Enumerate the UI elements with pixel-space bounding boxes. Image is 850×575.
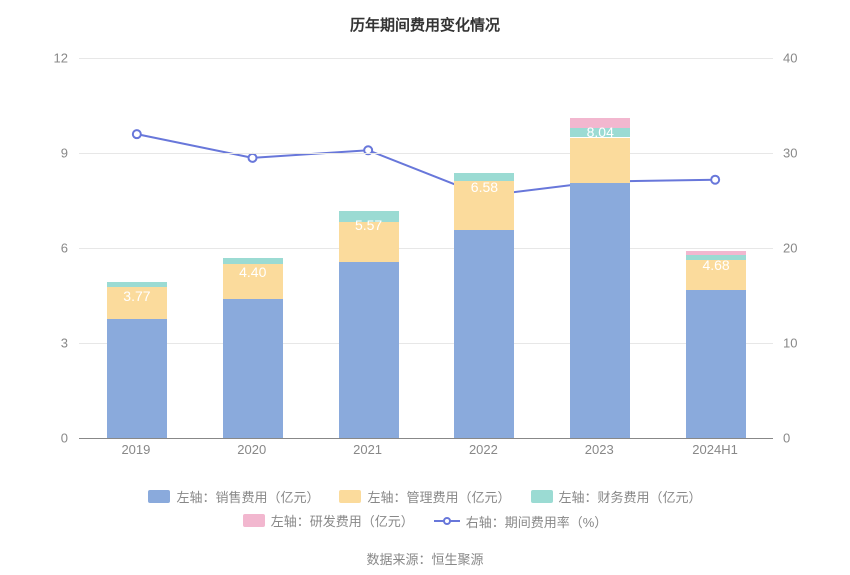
bar-segment-finance [107, 282, 167, 287]
bar-value-label: 6.58 [454, 179, 514, 252]
x-tick: 2024H1 [665, 442, 765, 457]
gridline [79, 343, 773, 344]
x-tick: 2020 [202, 442, 302, 457]
legend-item-rate[interactable]: 右轴：期间费用率（%） [434, 512, 608, 531]
bar-segment-sales [339, 262, 399, 438]
bar-group: 6.58 [454, 173, 514, 438]
bar-value-label: 4.40 [223, 264, 283, 321]
y-right-tick: 20 [783, 241, 843, 256]
y-left-tick: 12 [8, 51, 68, 66]
y-right-tick: 0 [783, 431, 843, 446]
bar-value-label: 8.04 [570, 124, 630, 205]
bar-value-label: 3.77 [107, 288, 167, 340]
legend-label: 左轴：财务费用（亿元） [559, 487, 702, 506]
chart-title: 历年期间费用变化情况 [0, 14, 850, 35]
legend-label: 左轴：销售费用（亿元） [176, 487, 319, 506]
y-left-tick: 6 [8, 241, 68, 256]
legend-label: 左轴：管理费用（亿元） [367, 487, 510, 506]
rate-line-marker [133, 130, 141, 138]
bar-segment-sales [570, 183, 630, 438]
bar-group: 5.57 [339, 211, 399, 438]
legend-swatch-icon [339, 490, 361, 503]
bar-segment-sales [686, 290, 746, 438]
rate-line-marker [249, 154, 257, 162]
plot-area: 3.77 4.40 5.57 6.58 8.04 4.68 [78, 58, 773, 438]
gridline [79, 438, 773, 439]
legend-item-rd[interactable]: 左轴：研发费用（亿元） [243, 511, 414, 530]
legend-item-sales[interactable]: 左轴：销售费用（亿元） [148, 487, 319, 506]
y-right-tick: 40 [783, 51, 843, 66]
legend-label: 左轴：研发费用（亿元） [271, 511, 414, 530]
gridline [79, 248, 773, 249]
gridline [79, 58, 773, 59]
y-right-tick: 10 [783, 336, 843, 351]
x-tick: 2021 [318, 442, 418, 457]
legend-row-1: 左轴：销售费用（亿元） 左轴：管理费用（亿元） 左轴：财务费用（亿元） [0, 487, 850, 506]
bar-value-label: 4.68 [686, 257, 746, 312]
bar-group: 4.40 [223, 258, 283, 438]
legend-item-admin[interactable]: 左轴：管理费用（亿元） [339, 487, 510, 506]
legend-swatch-icon [243, 514, 265, 527]
y-left-tick: 0 [8, 431, 68, 446]
x-tick: 2022 [433, 442, 533, 457]
bar-segment-finance [223, 258, 283, 264]
legend-swatch-icon [531, 490, 553, 503]
bar-group: 4.68 [686, 251, 746, 438]
bar-segment-sales [454, 230, 514, 438]
legend-line-icon [434, 515, 460, 527]
y-right-tick: 30 [783, 146, 843, 161]
y-left-tick: 3 [8, 336, 68, 351]
legend-swatch-icon [148, 490, 170, 503]
x-tick: 2019 [86, 442, 186, 457]
bar-group: 3.77 [107, 282, 167, 438]
expense-trend-chart: 历年期间费用变化情况 3.77 4.40 5.57 6.58 8.04 4.68 左轴：销… [0, 0, 850, 575]
bar-segment-rd [686, 251, 746, 255]
bar-group: 8.04 [570, 118, 630, 438]
bar-value-label: 5.57 [339, 217, 399, 284]
y-left-tick: 9 [8, 146, 68, 161]
x-tick: 2023 [549, 442, 649, 457]
legend-label: 右轴：期间费用率（%） [466, 512, 608, 531]
data-source: 数据来源：恒生聚源 [0, 549, 850, 568]
rate-line-marker [711, 176, 719, 184]
gridline [79, 153, 773, 154]
legend-row-2: 左轴：研发费用（亿元） 右轴：期间费用率（%） [0, 511, 850, 531]
legend-item-finance[interactable]: 左轴：财务费用（亿元） [531, 487, 702, 506]
